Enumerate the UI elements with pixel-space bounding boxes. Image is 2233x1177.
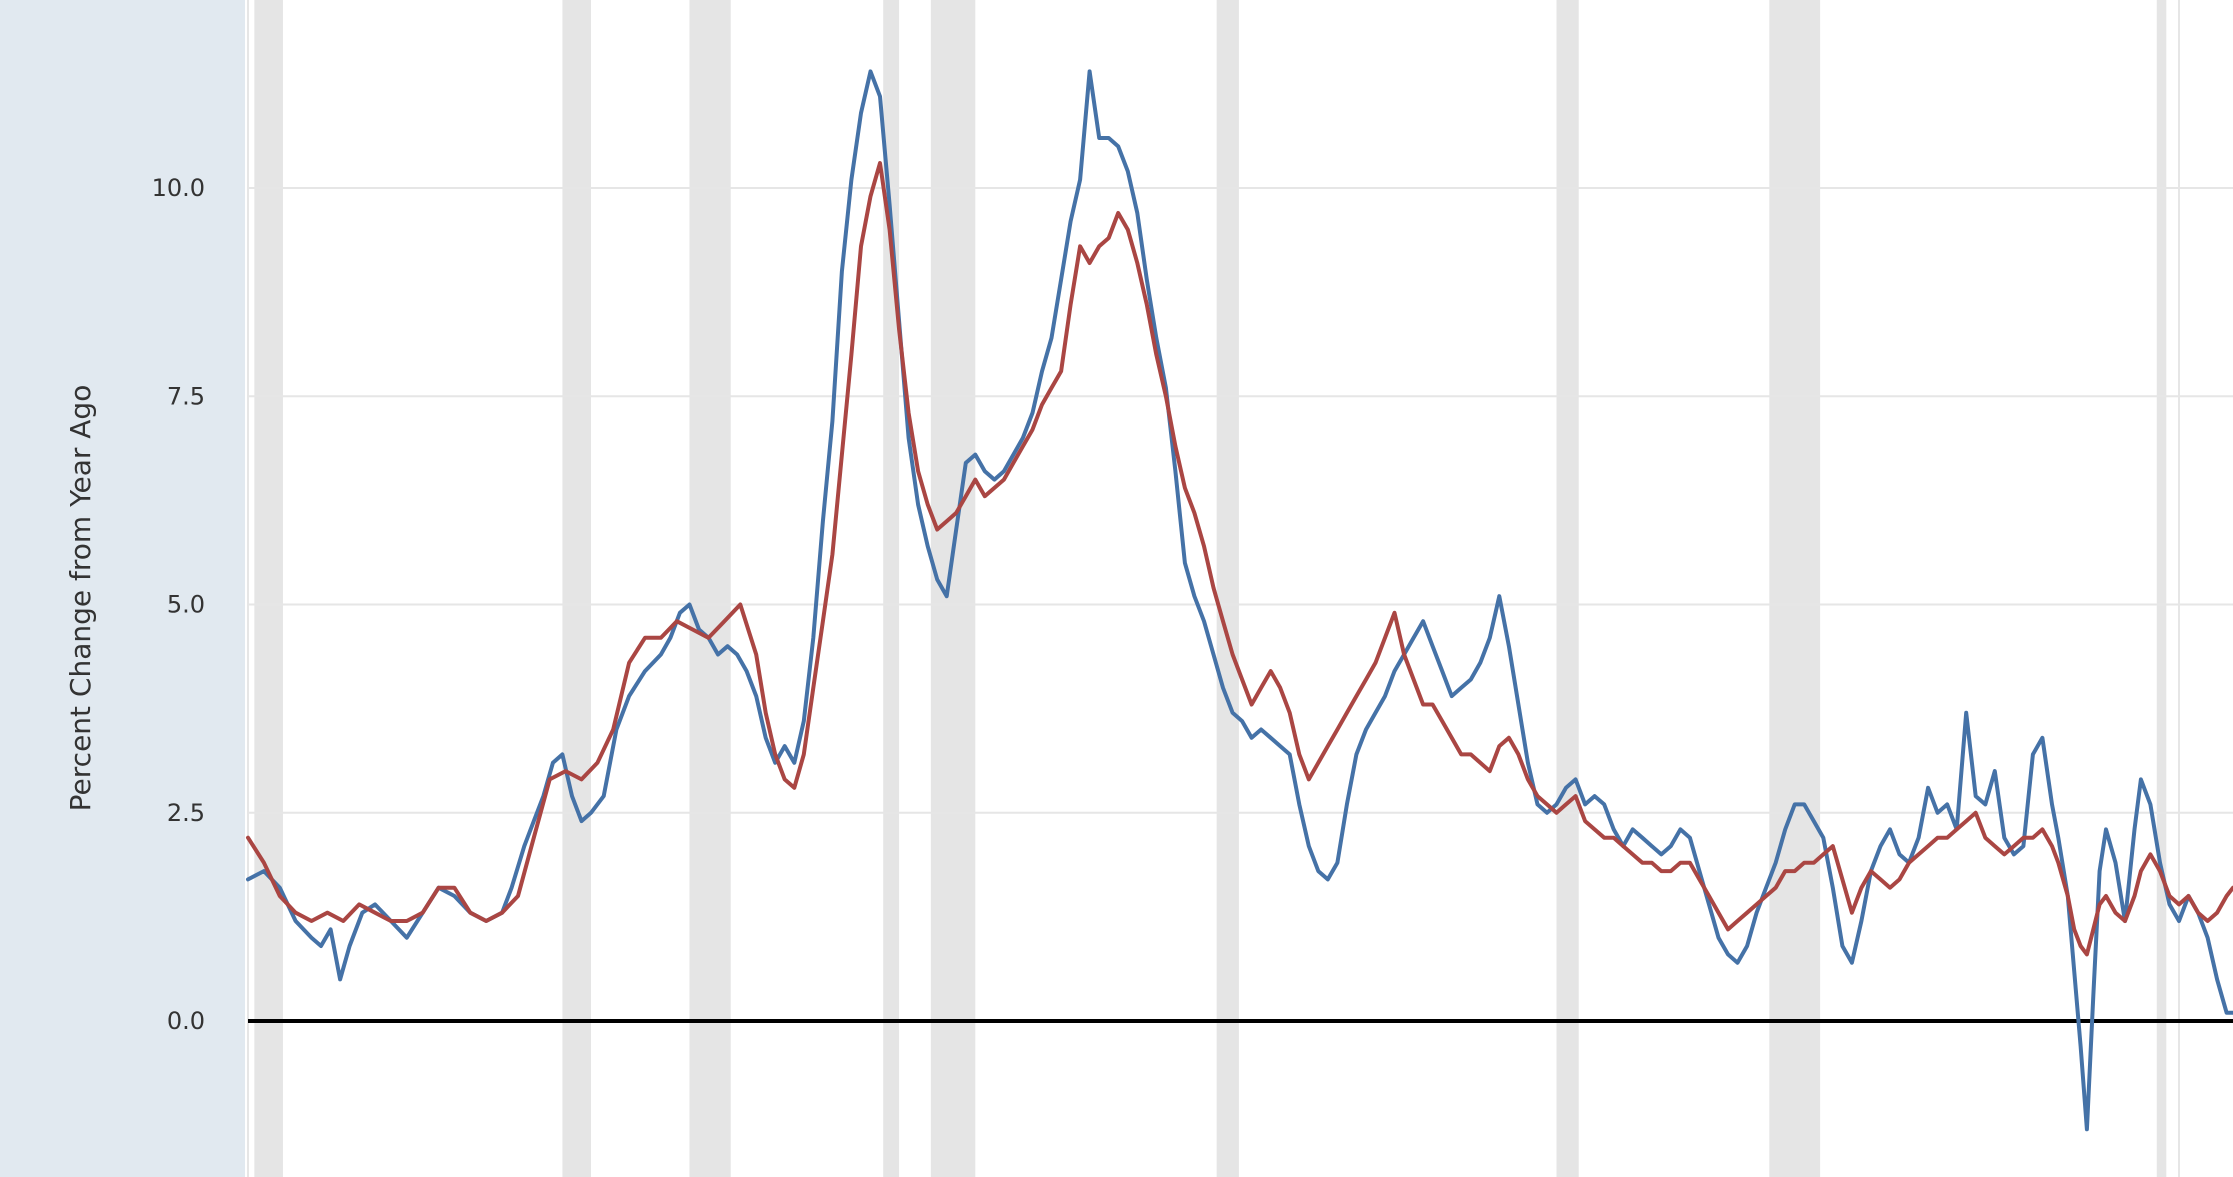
left-axis-panel [0,0,245,1177]
y-tick-label-0: 0.0 [167,1007,205,1035]
series-lines [246,69,2233,1132]
recession-band-1 [562,0,592,1177]
y-axis-title: Percent Change from Year Ago [64,385,97,812]
plot-area [246,0,2233,1177]
y-axis-ticks: 0.0 2.5 5.0 7.5 10.0 [152,174,205,1035]
recession-band-4 [930,0,976,1177]
y-tick-label-4: 10.0 [152,174,205,202]
y-tick-label-3: 7.5 [167,382,205,410]
recession-band-5 [1216,0,1239,1177]
recession-band-8 [2156,0,2167,1177]
recession-band-0 [254,0,283,1177]
series-line-2 [246,161,2233,957]
y-tick-label-1: 2.5 [167,799,205,827]
series-line-1 [246,69,2233,1132]
grid-lines [247,0,2233,1177]
y-tick-label-2: 5.0 [167,591,205,619]
recession-band-6 [1556,0,1579,1177]
recession-bands [254,0,2167,1177]
recession-band-2 [689,0,731,1177]
recession-band-7 [1769,0,1821,1177]
